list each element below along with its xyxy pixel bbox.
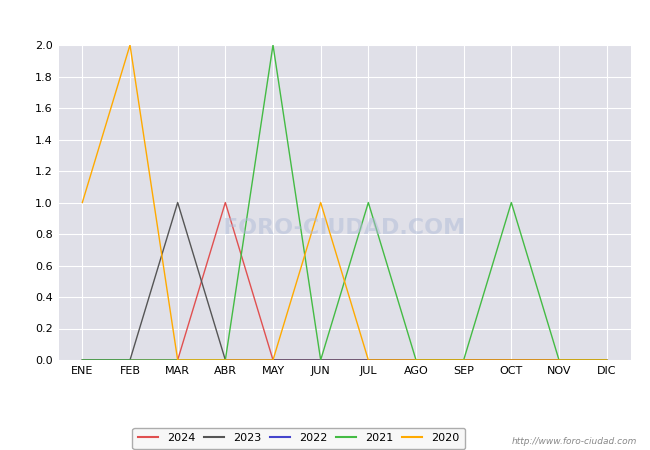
Text: Matriculaciones de Vehiculos en Casas de Don Antonio: Matriculaciones de Vehiculos en Casas de… xyxy=(105,15,545,30)
Text: FORO-CIUDAD.COM: FORO-CIUDAD.COM xyxy=(224,218,465,238)
Text: http://www.foro-ciudad.com: http://www.foro-ciudad.com xyxy=(512,436,637,446)
Legend: 2024, 2023, 2022, 2021, 2020: 2024, 2023, 2022, 2021, 2020 xyxy=(133,428,465,449)
